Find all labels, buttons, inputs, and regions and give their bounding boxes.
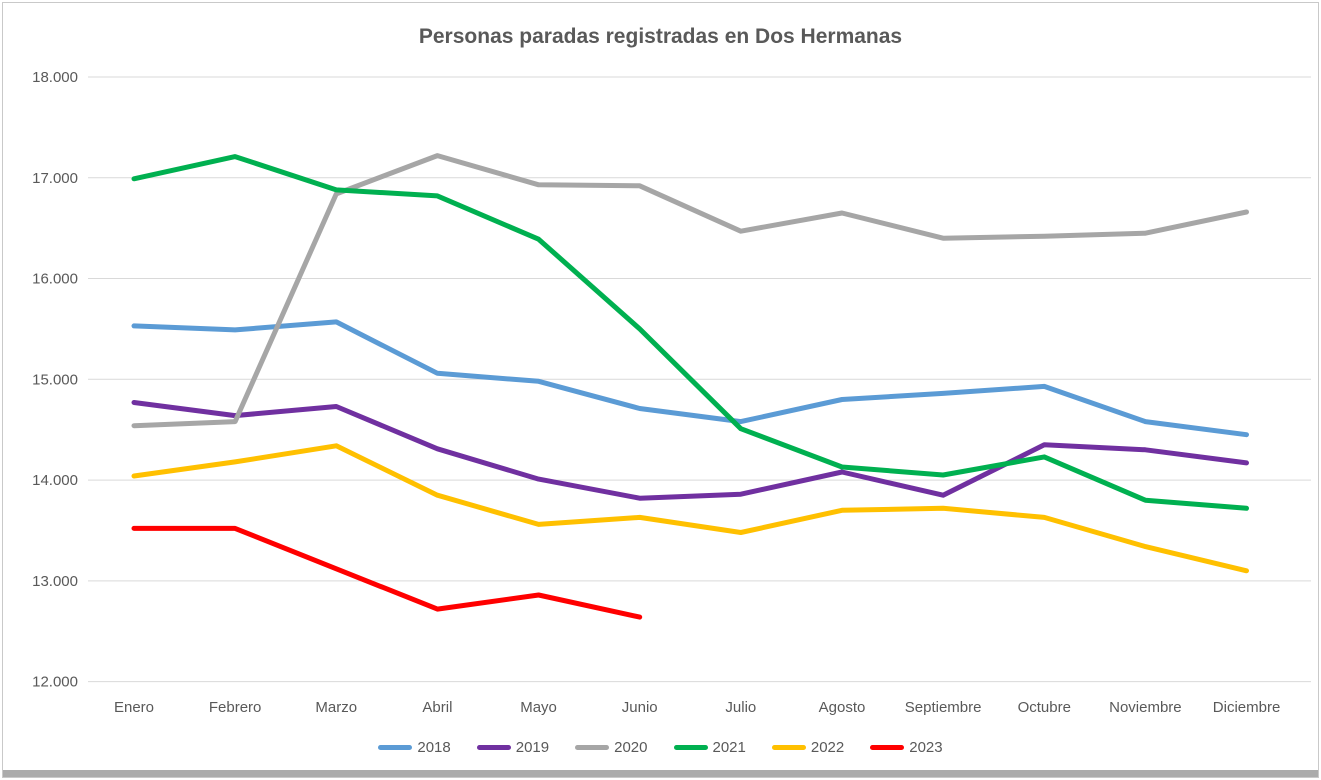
- legend-label: 2023: [909, 739, 943, 756]
- legend-label: 2022: [810, 739, 845, 756]
- x-axis-month-label: Marzo: [315, 699, 357, 716]
- chart-legend: 2018 2019 2020 2021 2022 2023: [3, 739, 1318, 756]
- x-axis-month-label: Septiembre: [905, 699, 982, 716]
- legend-line-swatch: [575, 745, 610, 750]
- series-line-2023: [131, 525, 643, 620]
- legend-item-2021: 2021: [673, 739, 746, 756]
- y-axis-tick-label: 12.000: [32, 674, 78, 691]
- series-line-2019: [131, 400, 1249, 501]
- y-axis-tick-label: 15.000: [32, 371, 78, 388]
- x-axis-month-label: Julio: [725, 699, 756, 716]
- legend-label: 2020: [614, 739, 648, 756]
- legend-label: 2019: [515, 739, 550, 756]
- y-axis-tick-label: 13.000: [32, 573, 78, 590]
- series-line-2018: [131, 319, 1249, 438]
- x-axis-month-label: Noviembre: [1109, 699, 1182, 716]
- legend-item-2020: 2020: [575, 739, 648, 756]
- legend-line-swatch: [673, 745, 708, 750]
- legend-item-2018: 2018: [378, 739, 451, 756]
- legend-line-swatch: [870, 745, 905, 750]
- x-axis-month-label: Octubre: [1018, 699, 1071, 716]
- series-line-2022: [131, 443, 1249, 574]
- x-axis-month-label: Abril: [422, 699, 452, 716]
- legend-line-swatch: [476, 745, 511, 750]
- legend-item-2023: 2023: [870, 739, 943, 756]
- y-axis-tick-label: 16.000: [32, 271, 78, 288]
- legend-label: 2018: [417, 739, 451, 756]
- y-axis-tick-label: 17.000: [32, 170, 78, 187]
- line-chart-plot-area: 12.000 13.000 14.000 15.000 16.000 17.000 18.0…: [32, 69, 1311, 716]
- x-axis-month-label: Junio: [622, 699, 658, 716]
- y-axis-tick-label: 18.000: [32, 69, 78, 86]
- legend-line-swatch: [378, 745, 413, 750]
- x-axis-month-label: Agosto: [819, 699, 866, 716]
- y-axis-tick-label: 14.000: [32, 472, 78, 489]
- x-axis-month-label: Mayo: [520, 699, 557, 716]
- legend-item-2022: 2022: [771, 739, 845, 756]
- legend-label: 2021: [712, 739, 746, 756]
- legend-line-swatch: [771, 745, 806, 750]
- x-axis-month-label: Diciembre: [1213, 699, 1281, 716]
- x-axis-month-label: Febrero: [209, 699, 262, 716]
- bottom-border-strip: [3, 770, 1318, 777]
- series-line-2021: [131, 154, 1249, 511]
- x-axis-month-label: Enero: [114, 699, 154, 716]
- chart-title: Personas paradas registradas en Dos Herm…: [418, 25, 903, 48]
- series-line-2020: [131, 153, 1249, 429]
- legend-item-2019: 2019: [476, 739, 550, 756]
